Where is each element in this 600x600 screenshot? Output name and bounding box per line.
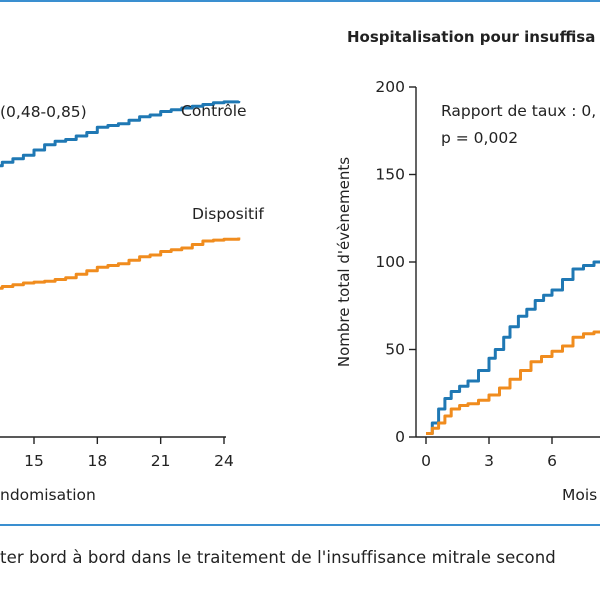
right-x-ticks: 0 3 6 <box>421 437 557 470</box>
legend-label-dispositif: Dispositif <box>192 205 264 223</box>
right-y-tick-label: 200 <box>375 78 405 96</box>
left-annotation: (0,48-0,85) <box>0 103 87 121</box>
right-y-tick-label: 150 <box>375 166 405 184</box>
left-series-controle-line <box>0 100 241 168</box>
right-annotation-line-1: Rapport de taux : 0, <box>441 102 596 120</box>
right-x-tick-label: 3 <box>484 452 494 470</box>
right-annotation-line-2: p = 0,002 <box>441 129 518 147</box>
figure-caption: ter bord à bord dans le traitement de l'… <box>0 548 556 567</box>
right-y-axis-label: Nombre total d'évènements <box>335 157 353 367</box>
right-series <box>426 260 600 435</box>
left-x-tick-label: 21 <box>151 452 171 470</box>
right-y-tick-label: 50 <box>385 341 405 359</box>
left-x-tick-label: 18 <box>87 452 107 470</box>
left-x-tick-label: 24 <box>214 452 234 470</box>
left-series <box>0 100 241 290</box>
right-x-tick-label: 0 <box>421 452 431 470</box>
left-series-dispositif-line <box>0 237 241 290</box>
left-x-axis-label: ndomisation <box>0 486 96 504</box>
figure: 15 18 21 24 (0,48-0,85) Contrôle Dispositif… <box>0 28 600 504</box>
bottom-frame-line <box>0 524 600 526</box>
right-panel-title: Hospitalisation pour insuffisa <box>347 28 595 46</box>
right-y-tick-label: 100 <box>375 253 405 271</box>
right-x-axis-label: Mois <box>562 486 597 504</box>
left-x-ticks: 15 18 21 24 <box>24 437 234 470</box>
left-x-tick-label: 15 <box>24 452 44 470</box>
left-panel: 15 18 21 24 (0,48-0,85) Contrôle Dispositif… <box>0 100 264 504</box>
right-y-tick-label: 0 <box>395 428 405 446</box>
right-series-orange-line <box>426 330 600 435</box>
top-frame-line <box>0 0 600 2</box>
right-series-blue-line <box>426 260 600 435</box>
right-y-ticks: 0 50 100 150 200 <box>375 78 416 446</box>
right-x-tick-label: 6 <box>547 452 557 470</box>
legend-label-controle: Contrôle <box>181 102 247 120</box>
right-panel: Hospitalisation pour insuffisa 0 50 100 150… <box>335 28 600 504</box>
